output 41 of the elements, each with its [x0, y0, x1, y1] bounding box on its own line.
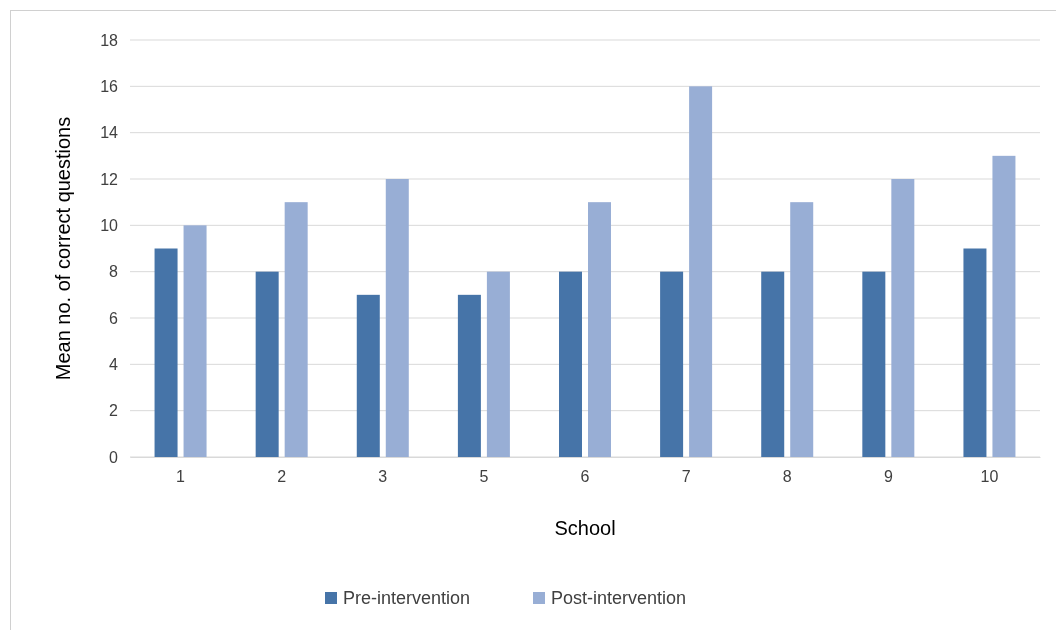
- y-axis-title: Mean no. of correct questions: [52, 116, 74, 381]
- x-tick-label: 7: [681, 468, 691, 486]
- bar: [588, 202, 611, 457]
- x-tick-label: 5: [479, 468, 489, 486]
- y-tick-label: 4: [109, 355, 119, 373]
- bar: [992, 155, 1016, 457]
- y-tick-label: 0: [109, 448, 119, 466]
- y-tick-label: 10: [100, 216, 119, 234]
- bar: [559, 271, 582, 457]
- bar: [862, 271, 886, 457]
- x-tick-label: 8: [782, 468, 792, 486]
- bar: [385, 179, 409, 457]
- y-tick-label: 12: [100, 170, 119, 188]
- bar: [963, 248, 987, 457]
- y-tick-label: 18: [100, 31, 119, 49]
- bar: [457, 294, 481, 457]
- bar: [689, 86, 713, 457]
- bar: [891, 179, 915, 457]
- y-tick-label: 16: [100, 77, 119, 95]
- x-tick-label: 1: [176, 468, 186, 486]
- bar: [255, 271, 279, 457]
- x-tick-label: 3: [378, 468, 388, 486]
- legend-label: Pre-intervention: [343, 588, 471, 608]
- x-tick-label: 10: [980, 468, 999, 486]
- x-tick-label: 9: [883, 468, 893, 486]
- bar: [356, 294, 380, 457]
- bar: [660, 271, 684, 457]
- x-axis-title: School: [554, 517, 616, 539]
- x-tick-label: 2: [277, 468, 287, 486]
- bar: [486, 271, 510, 457]
- y-tick-label: 14: [100, 124, 119, 142]
- y-tick-label: 8: [109, 263, 119, 281]
- y-tick-label: 2: [109, 402, 119, 420]
- legend-label: Post-intervention: [551, 588, 687, 608]
- bar: [284, 202, 308, 457]
- y-tick-label: 6: [109, 309, 119, 327]
- bar: [790, 202, 814, 457]
- x-tick-label: 6: [580, 468, 590, 486]
- bar: [761, 271, 785, 457]
- bar: [183, 225, 207, 457]
- bar: [154, 248, 178, 457]
